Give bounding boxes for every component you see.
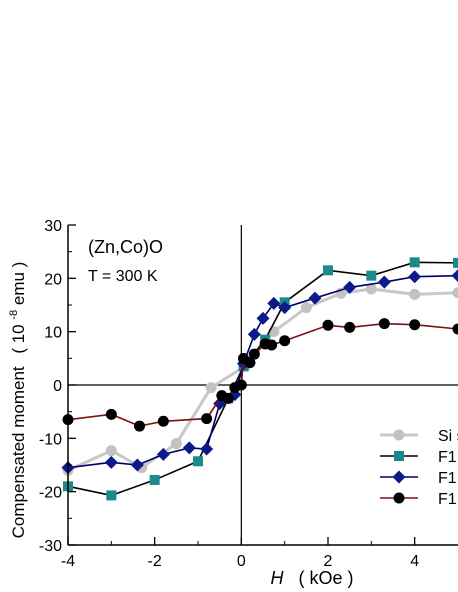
legend-marker xyxy=(392,470,406,484)
legend-label: F1 xyxy=(438,449,457,466)
series-4-point xyxy=(344,321,356,333)
legend-marker xyxy=(394,451,404,461)
series-4-point xyxy=(157,415,169,427)
x-tick-label: -2 xyxy=(148,553,162,570)
legend-entry-4: F1 xyxy=(380,491,457,508)
series-3-point xyxy=(200,442,214,456)
x-axis-label: H ( kOe ) xyxy=(270,568,353,588)
series-3-point xyxy=(377,275,391,289)
series-3 xyxy=(61,269,458,475)
legend-entry-2: F1 xyxy=(380,449,457,466)
series-2-point xyxy=(193,456,203,467)
y-axis-label-unit-prefix: ( 10 xyxy=(9,324,28,353)
legend-marker xyxy=(393,429,405,441)
legend-marker xyxy=(393,492,405,504)
series-1-point xyxy=(105,445,117,457)
series-4-point xyxy=(235,379,247,391)
series-3-point xyxy=(308,291,322,305)
series-3-point xyxy=(104,455,118,469)
series-3-point xyxy=(182,441,196,455)
x-axis-label-unit: ( kOe ) xyxy=(299,568,354,588)
legend-entry-1: Si s xyxy=(380,428,458,445)
series-4-point xyxy=(409,319,421,331)
series-2-point xyxy=(106,490,117,501)
annotation-line1: (Zn,Co)O xyxy=(88,237,163,257)
series-1-point xyxy=(205,382,217,394)
x-axis-label-variable: H xyxy=(270,568,284,588)
legend-entry-3: F1 xyxy=(380,470,457,487)
y-tick-label: -30 xyxy=(39,538,62,555)
y-tick-label: 0 xyxy=(53,378,62,395)
series-4-point xyxy=(105,408,117,420)
series-1-point xyxy=(300,302,312,314)
series-4-point xyxy=(244,357,256,369)
series-3-point xyxy=(343,280,357,294)
series-4-point xyxy=(322,319,334,331)
series-4-point xyxy=(266,339,278,351)
x-tick-label: -4 xyxy=(61,553,75,570)
series-3-point xyxy=(408,270,422,284)
series-4-point xyxy=(201,413,213,425)
series-4-point xyxy=(134,420,145,432)
series-2-point xyxy=(366,270,377,281)
series-3-point xyxy=(451,269,458,283)
y-axis-label: Compensated moment ( 10 -8 emu ) xyxy=(2,262,28,539)
legend-label: Si s xyxy=(438,428,458,445)
x-tick-label: 4 xyxy=(410,553,419,570)
series-1-point xyxy=(170,438,182,450)
x-tick-label: 0 xyxy=(237,553,246,570)
x-tick-label: 2 xyxy=(324,553,333,570)
y-axis-label-unit-suffix: emu ) xyxy=(9,262,28,305)
series-3-point xyxy=(247,327,261,341)
series-4 xyxy=(62,318,458,432)
y-tick-label: 30 xyxy=(44,218,62,235)
y-tick-label: -10 xyxy=(39,431,62,448)
legend: Si s F1 F1 F1 xyxy=(380,428,458,508)
series-2-point xyxy=(323,265,333,276)
y-axis-label-unit-exp: -8 xyxy=(8,310,20,320)
axes xyxy=(67,224,458,546)
series-4-point xyxy=(279,335,291,347)
series-1-point xyxy=(452,287,458,299)
series-1-point xyxy=(409,288,421,300)
series-layer xyxy=(61,257,458,501)
series-3-point xyxy=(278,301,292,315)
series-1 xyxy=(62,283,458,476)
series-2-point xyxy=(453,257,458,268)
series-4-point xyxy=(248,348,260,360)
series-4-point xyxy=(452,323,458,335)
series-3-point xyxy=(130,458,144,472)
y-axis-label-main: Compensated moment xyxy=(9,366,28,538)
annotation-line2: T = 300 K xyxy=(88,268,158,285)
y-tick-label: 10 xyxy=(44,325,62,342)
legend-label: F1 xyxy=(438,470,457,487)
y-tick-label: -20 xyxy=(39,485,62,502)
series-4-point xyxy=(222,392,234,404)
series-1-point xyxy=(365,283,377,295)
y-tick-label: 20 xyxy=(44,271,62,288)
series-4-point xyxy=(378,318,390,330)
legend-label: F1 xyxy=(438,491,457,508)
series-3-point xyxy=(267,296,281,310)
series-2-point xyxy=(149,474,160,485)
series-2-point xyxy=(409,257,420,268)
series-3-point xyxy=(156,447,170,461)
series-3-point xyxy=(256,311,270,325)
